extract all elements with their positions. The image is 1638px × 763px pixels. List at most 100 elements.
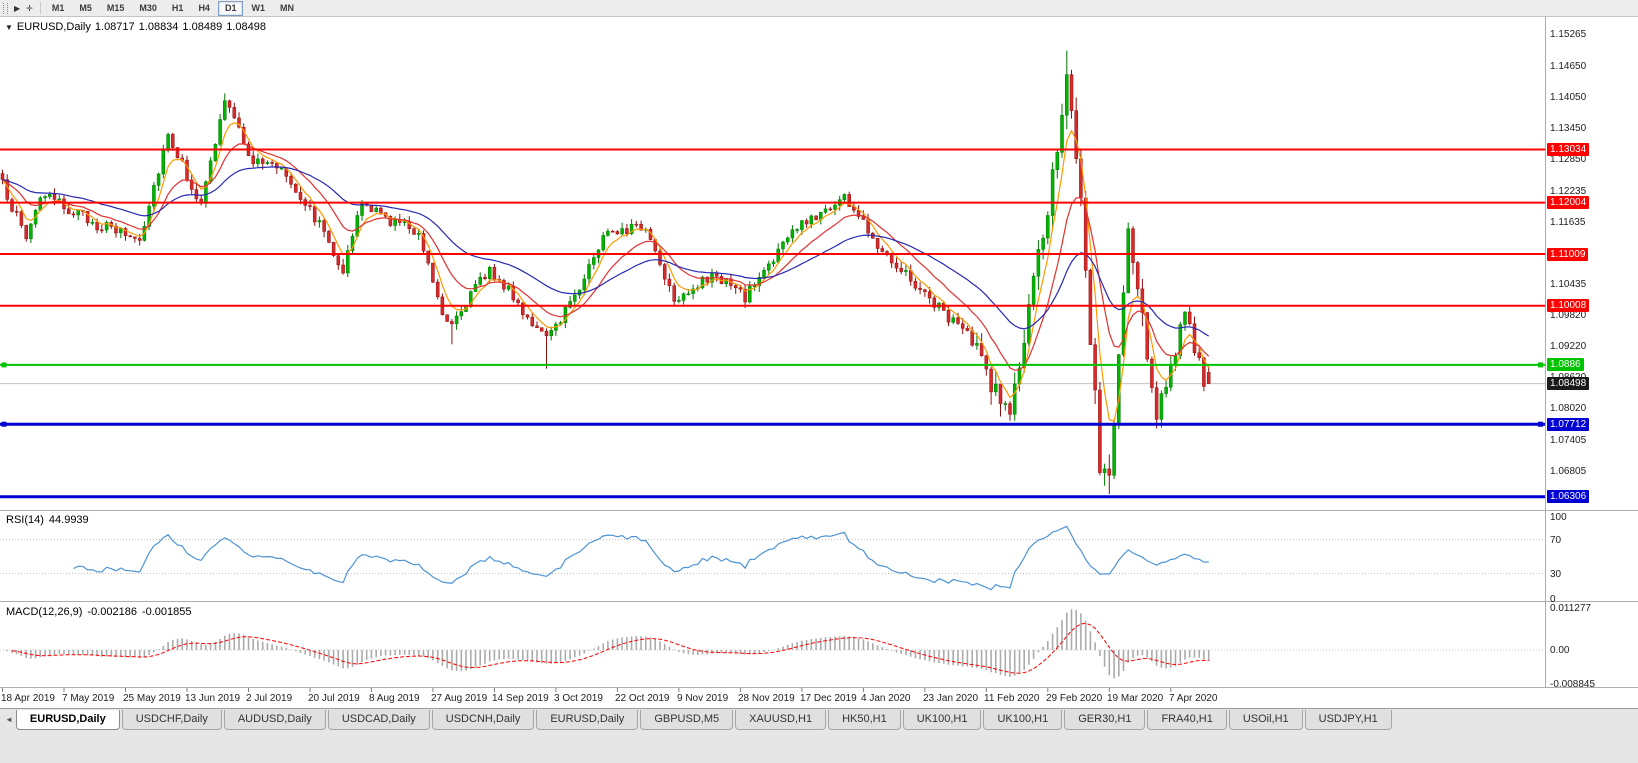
- tab-uk100-h1-10[interactable]: UK100,H1: [983, 710, 1063, 730]
- rsi-value: 44.9939: [48, 514, 89, 526]
- date-label: 29 Feb 2020: [1046, 693, 1103, 704]
- date-label: 2 Jul 2019: [246, 693, 293, 704]
- ohlc-low: 1.08489: [182, 21, 223, 33]
- timeframe-mn[interactable]: MN: [279, 3, 294, 13]
- date-label: 7 Apr 2020: [1169, 693, 1218, 704]
- price-axis-label: 1.11635: [1550, 217, 1586, 228]
- macd-axis-label: -0.008845: [1550, 679, 1596, 690]
- date-label: 28 Nov 2019: [738, 693, 795, 704]
- date-label: 23 Jan 2020: [923, 693, 979, 704]
- tab-usdjpy-h1-14[interactable]: USDJPY,H1: [1304, 710, 1392, 730]
- date-label: 11 Feb 2020: [984, 693, 1040, 704]
- rsi-name: RSI(14): [6, 514, 44, 526]
- date-label: 14 Sep 2019: [492, 693, 549, 704]
- macd-indicator-label: MACD(12,26,9) -0.002186 -0.001855: [6, 606, 197, 618]
- price-axis-label: 1.12235: [1550, 186, 1587, 197]
- price-axis[interactable]: 1.15265 1.14650 1.14050 1.13450 1.12850 1.122…: [1546, 0, 1638, 708]
- tab-uk100-h1-9[interactable]: UK100,H1: [902, 710, 982, 730]
- tab-usdcad-daily-3[interactable]: USDCAD,Daily: [327, 710, 430, 730]
- chart-ohlc-title: ▼ EURUSD,Daily 1.08717 1.08834 1.08489 1.0849…: [5, 21, 270, 33]
- timeframe-m1[interactable]: M1: [51, 3, 65, 13]
- tab-gbpusd-m5-6[interactable]: GBPUSD,M5: [640, 710, 734, 730]
- price-axis-label: 1.14650: [1550, 61, 1587, 72]
- price-tag-resistance-line-1: 1.13034: [1547, 143, 1590, 156]
- date-label: 13 Jun 2019: [185, 693, 241, 704]
- timeframe-h1[interactable]: H1: [171, 3, 184, 13]
- rsi-indicator-label: RSI(14) 44.9939: [6, 514, 94, 526]
- price-axis-label: 1.13450: [1550, 123, 1587, 134]
- toolbar-grip[interactable]: [3, 2, 8, 14]
- rsi-axis-label: 70: [1550, 535, 1562, 546]
- date-label: 25 May 2019: [123, 693, 181, 704]
- toolbar-separator: [39, 2, 41, 14]
- timeframe-m15[interactable]: M15: [106, 3, 125, 13]
- macd-value-main: -0.002186: [87, 606, 137, 618]
- price-axis-label: 1.10435: [1550, 279, 1587, 290]
- chart-collapse-icon[interactable]: ▼: [5, 23, 13, 32]
- price-tag-resistance-line-4: 1.10008: [1547, 299, 1590, 312]
- date-label: 19 Mar 2020: [1107, 693, 1164, 704]
- timeframe-toolbar: ▶ ✛ M1 M5 M15 M30 H1 H4 D1 W1 MN: [0, 0, 1638, 17]
- date-label: 9 Nov 2019: [677, 693, 729, 704]
- price-axis-label: 1.06805: [1550, 466, 1587, 477]
- price-tag-resistance-line-2: 1.12004: [1547, 196, 1590, 209]
- date-label: 22 Oct 2019: [615, 693, 670, 704]
- rsi-axis-label: 100: [1550, 512, 1567, 523]
- timeframe-d1[interactable]: D1: [217, 0, 244, 16]
- tab-usdchf-daily-1[interactable]: USDCHF,Daily: [121, 710, 222, 730]
- cursor-icon[interactable]: ▶: [14, 3, 21, 13]
- tab-ger30-h1-11[interactable]: GER30,H1: [1064, 710, 1146, 730]
- tab-xauusd-h1-7[interactable]: XAUUSD,H1: [735, 710, 827, 730]
- timeframe-m30[interactable]: M30: [139, 3, 157, 13]
- tab-fra40-h1-12[interactable]: FRA40,H1: [1147, 710, 1227, 730]
- date-label: 20 Jul 2019: [308, 693, 360, 704]
- date-label: 18 Apr 2019: [1, 693, 55, 704]
- tab-scroll-left-icon[interactable]: ◄: [5, 715, 13, 724]
- macd-name: MACD(12,26,9): [6, 606, 83, 618]
- tab-usoil-h1-13[interactable]: USOil,H1: [1228, 710, 1303, 730]
- timeframe-buttons: M1 M5 M15 M30 H1 H4 D1 W1 MN: [45, 0, 302, 16]
- macd-axis-label: 0.00: [1550, 645, 1570, 656]
- date-label: 4 Jan 2020: [861, 693, 911, 704]
- price-axis-label: 1.14050: [1550, 92, 1587, 103]
- price-axis-label: 1.07405: [1550, 435, 1587, 446]
- date-label: 8 Aug 2019: [369, 693, 420, 704]
- tab-eurusd-daily-0[interactable]: EURUSD,Daily: [15, 710, 120, 730]
- date-axis[interactable]: 18 Apr 2019 7 May 2019 25 May 2019 13 Jun 2…: [0, 688, 1545, 707]
- price-tag-resistance-line-3: 1.11009: [1547, 248, 1589, 261]
- price-axis-label: 1.12850: [1550, 154, 1587, 165]
- price-tag-support-line-blue-2: 1.06306: [1547, 490, 1590, 503]
- price-tag-support-line-blue-1: 1.07712: [1547, 418, 1590, 431]
- timeframe-h4[interactable]: H4: [198, 3, 210, 13]
- chart-tab-bar: ◄ EURUSD,Daily USDCHF,Daily AUDUSD,Daily US…: [0, 708, 1638, 732]
- tab-eurusd-daily-5[interactable]: EURUSD,Daily: [536, 710, 639, 730]
- price-axis-label: 1.09820: [1550, 310, 1587, 321]
- date-label: 3 Oct 2019: [554, 693, 603, 704]
- macd-axis-label: 0.011277: [1550, 603, 1591, 614]
- bid-price-tag: 1.08498: [1547, 377, 1590, 390]
- price-axis-label: 1.15265: [1550, 29, 1587, 40]
- chart-tabs: EURUSD,Daily USDCHF,Daily AUDUSD,Daily USDC…: [15, 710, 1394, 730]
- tab-usdcnh-daily-4[interactable]: USDCNH,Daily: [431, 710, 535, 730]
- rsi-axis-label: 30: [1550, 569, 1562, 580]
- status-bar: [0, 732, 1638, 763]
- price-tag-support-line-green: 1.0886: [1547, 358, 1584, 371]
- tab-audusd-daily-2[interactable]: AUDUSD,Daily: [223, 710, 326, 730]
- rsi-axis-label: 0: [1550, 594, 1556, 605]
- price-axis-label: 1.09220: [1550, 341, 1587, 352]
- tab-hk50-h1-8[interactable]: HK50,H1: [828, 710, 901, 730]
- timeframe-w1[interactable]: W1: [251, 3, 265, 13]
- macd-value-signal: -0.001855: [141, 606, 192, 618]
- date-label: 17 Dec 2019: [800, 693, 857, 704]
- ohlc-close: 1.08498: [226, 21, 266, 33]
- symbol-title: EURUSD,Daily: [16, 21, 91, 33]
- date-label: 7 May 2019: [62, 693, 115, 704]
- ohlc-high: 1.08834: [138, 21, 179, 33]
- ohlc-open: 1.08717: [94, 21, 135, 33]
- timeframe-m5[interactable]: M5: [79, 3, 92, 13]
- date-label: 27 Aug 2019: [431, 693, 488, 704]
- crosshair-icon[interactable]: ✛: [26, 3, 33, 13]
- price-axis-label: 1.08020: [1550, 403, 1587, 414]
